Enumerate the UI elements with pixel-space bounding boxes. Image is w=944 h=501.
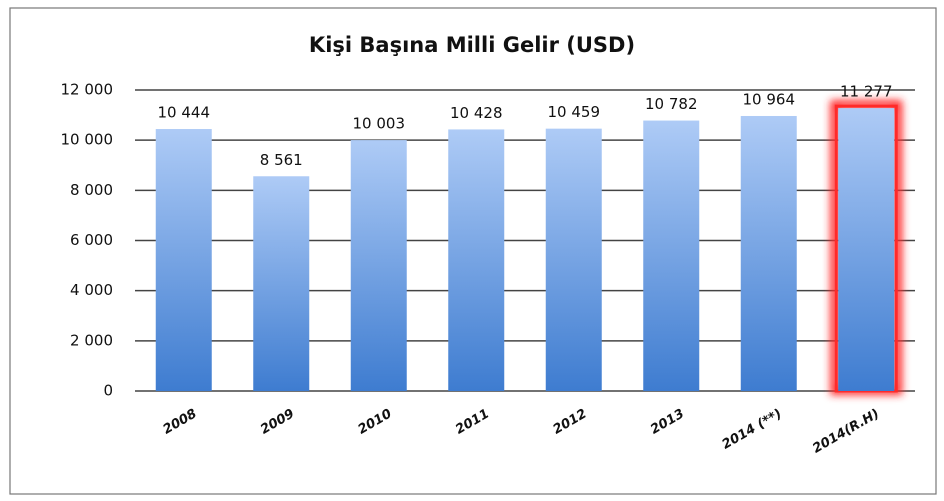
bar [643, 120, 700, 391]
data-label: 10 003 [353, 115, 406, 133]
data-label: 10 459 [548, 103, 601, 121]
y-tick-label: 2 000 [70, 331, 113, 349]
chart-title: Kişi Başına Milli Gelir (USD) [309, 33, 635, 57]
bar [740, 115, 797, 392]
data-label: 10 428 [450, 104, 503, 122]
y-tick-label: 6 000 [70, 231, 113, 249]
bar [253, 176, 310, 391]
bar [838, 108, 895, 391]
data-label: 10 964 [743, 90, 796, 108]
y-tick-label: 10 000 [61, 131, 114, 149]
y-tick-label: 0 [103, 382, 113, 400]
bar [350, 140, 407, 391]
bar [155, 129, 212, 391]
bar [545, 128, 602, 391]
data-label: 11 277 [840, 83, 893, 101]
y-tick-label: 8 000 [70, 181, 113, 199]
y-tick-label: 4 000 [70, 281, 113, 299]
y-tick-label: 12 000 [61, 81, 114, 99]
data-label: 10 444 [158, 104, 211, 122]
data-label: 10 782 [645, 95, 698, 113]
bar [448, 129, 505, 391]
data-label: 8 561 [260, 151, 303, 169]
